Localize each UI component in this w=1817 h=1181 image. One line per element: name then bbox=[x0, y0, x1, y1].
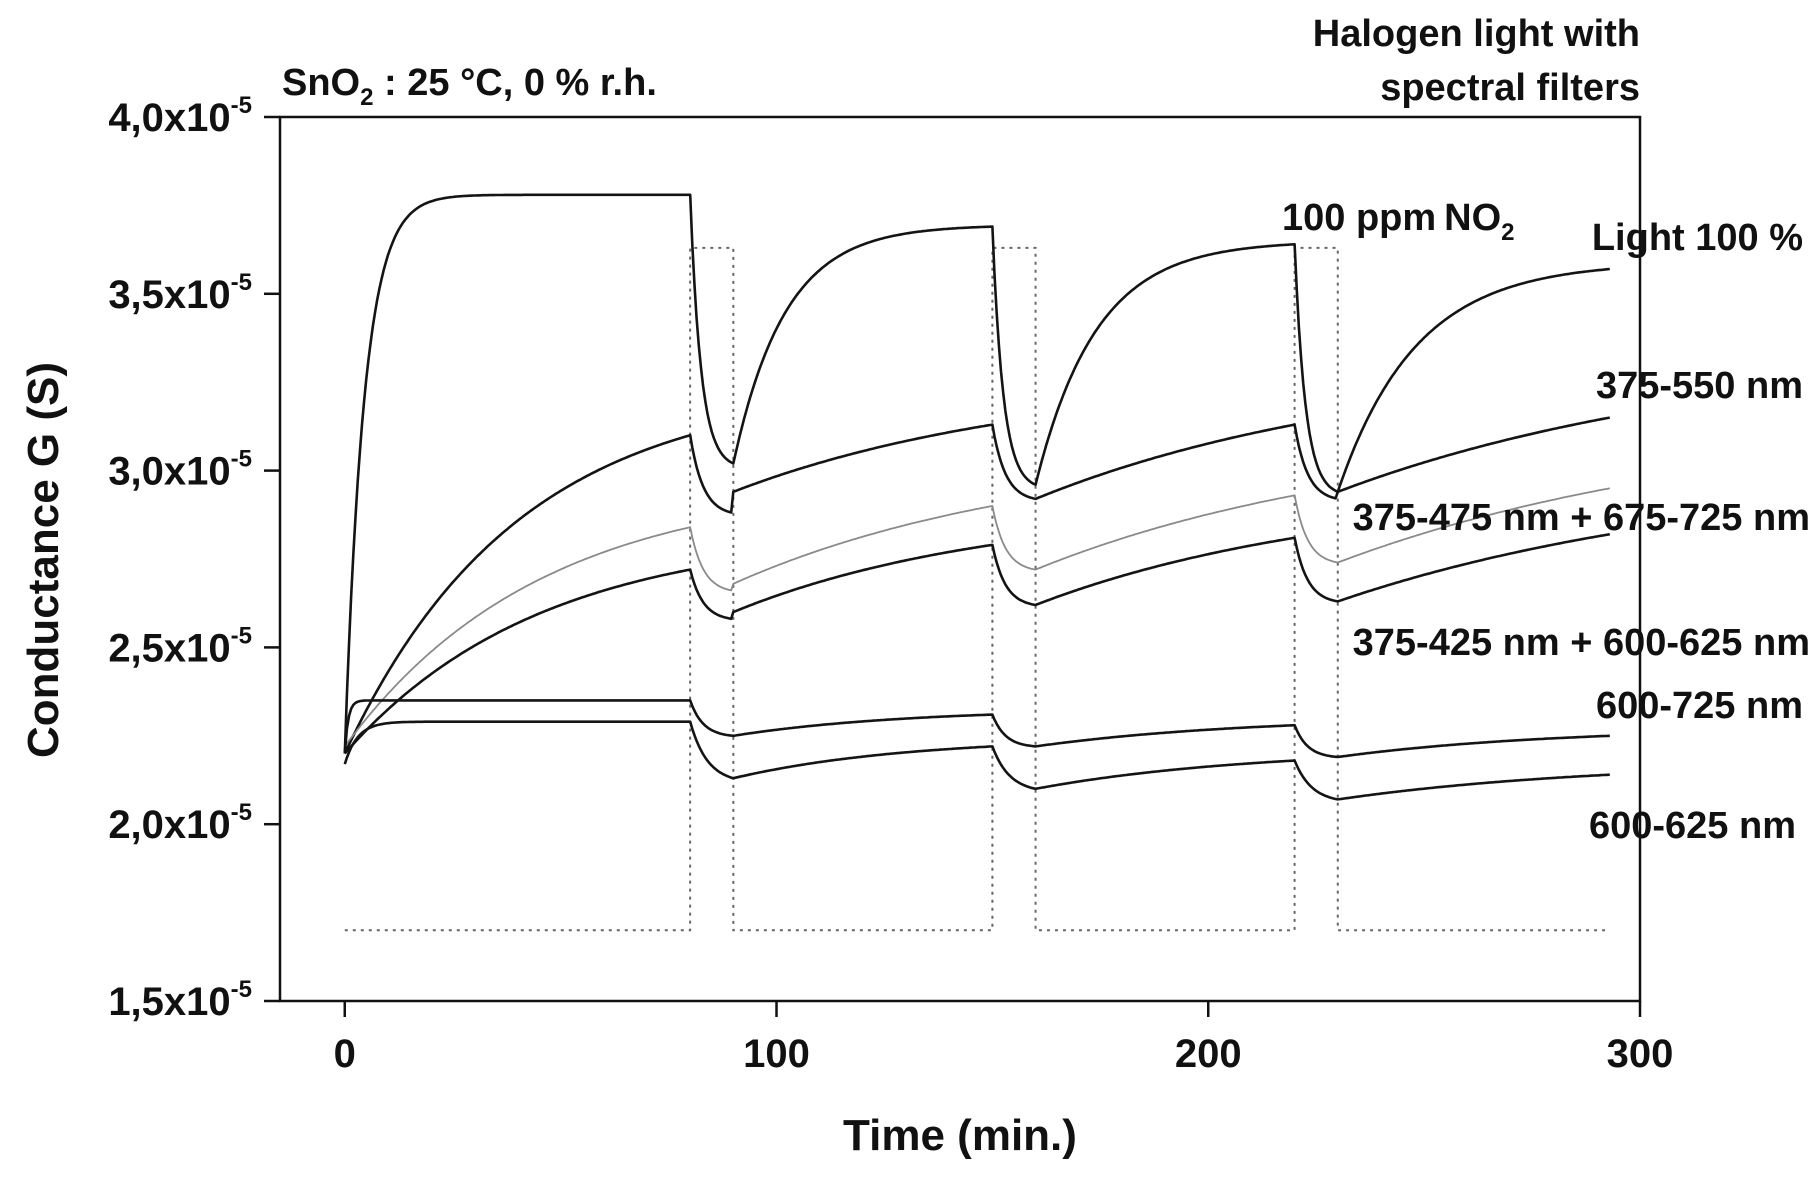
x-tick-label: 100 bbox=[743, 1032, 810, 1076]
series-line-2 bbox=[343, 416, 1611, 755]
x-tick-label: 0 bbox=[334, 1032, 356, 1076]
axis-ticks: 0 100 200 300 1,5x10-5 2,0x10-5 2,5x10-5 3,0x10… bbox=[108, 92, 1673, 1076]
series-line-4 bbox=[343, 532, 1611, 755]
series-label-2: 375-550 nm bbox=[1596, 365, 1803, 407]
y-tick-label: 3,5x10-5 bbox=[108, 269, 252, 317]
series-labels: Light 100 % 375-550 nm 375-475 nm + 675-72… bbox=[1353, 217, 1810, 847]
y-tick-label: 4,0x10-5 bbox=[108, 92, 252, 140]
plot-frame bbox=[278, 115, 1642, 1003]
series-label-1: Light 100 % bbox=[1592, 217, 1803, 259]
x-tick-label: 300 bbox=[1607, 1032, 1674, 1076]
header-line-2: spectral filters bbox=[1380, 67, 1640, 109]
x-axis-title: Time (min.) bbox=[843, 1111, 1077, 1160]
y-axis-title: Conductance G (S) bbox=[19, 362, 68, 758]
series-line-3 bbox=[344, 487, 1610, 747]
chart-title: SnO2 : 25 °C, 0 % r.h. bbox=[282, 62, 657, 111]
series-line-1 bbox=[343, 193, 1610, 754]
series-label-4: 375-425 nm + 600-625 nm bbox=[1353, 622, 1810, 664]
series-label-3: 375-475 nm + 675-725 nm bbox=[1353, 497, 1810, 539]
series-label-6: 600-625 nm bbox=[1589, 805, 1796, 847]
gas-pulse-line bbox=[344, 246, 1610, 932]
y-tick-label: 2,5x10-5 bbox=[108, 622, 252, 670]
series-label-5: 600-725 nm bbox=[1596, 685, 1803, 727]
gas-pulse-label: 100 ppm NO2 bbox=[1282, 197, 1515, 246]
gas-pulse-trace bbox=[344, 246, 1610, 932]
y-tick-label: 1,5x10-5 bbox=[108, 976, 252, 1024]
y-tick-label: 2,0x10-5 bbox=[108, 799, 252, 847]
x-tick-label: 200 bbox=[1175, 1032, 1242, 1076]
y-tick-label: 3,0x10-5 bbox=[108, 446, 252, 494]
series-line-6 bbox=[343, 720, 1610, 801]
series-line-5 bbox=[343, 699, 1610, 759]
header-line-1: Halogen light with bbox=[1313, 13, 1640, 55]
series-lines bbox=[343, 193, 1611, 801]
